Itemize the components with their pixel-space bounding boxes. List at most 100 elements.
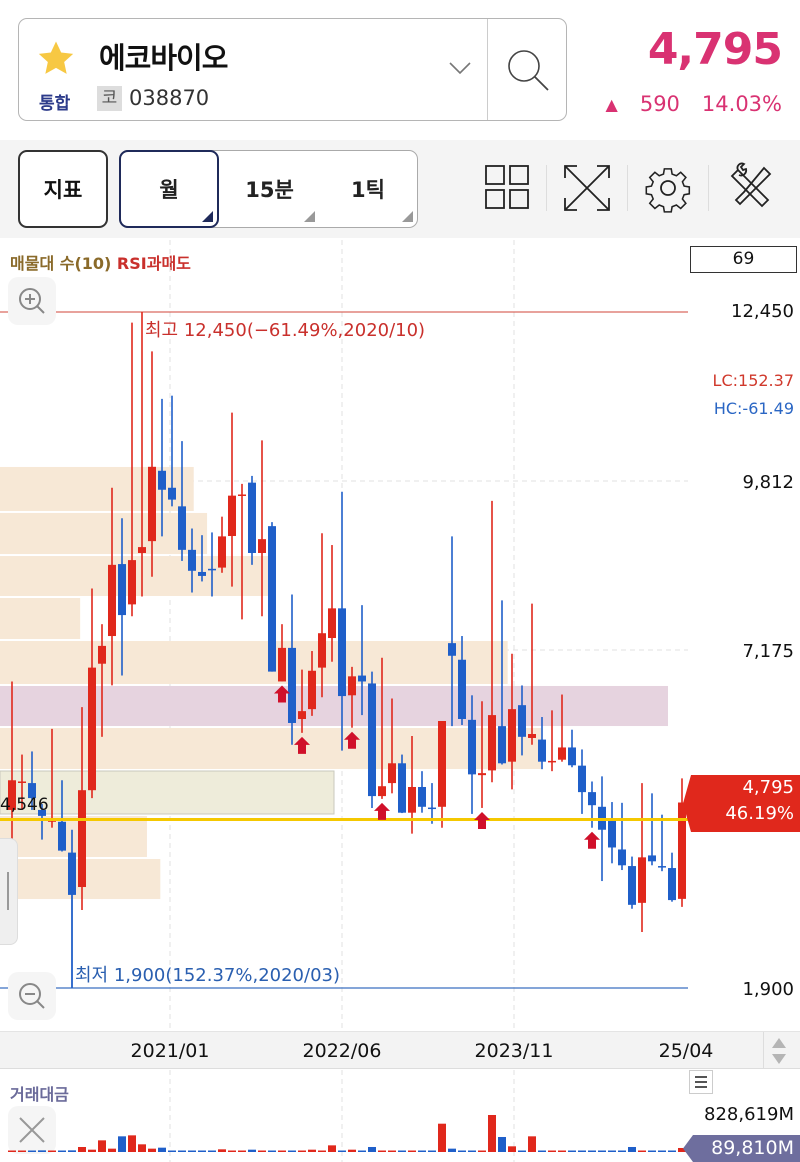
volume-max-label: 828,619M: [704, 1104, 794, 1125]
volume-bar: [558, 1150, 566, 1152]
candle-body: [38, 809, 46, 816]
candle-body: [608, 821, 616, 848]
volume-bar: [568, 1150, 576, 1152]
volume-bar: [178, 1150, 186, 1152]
x-tick-label: 2023/11: [474, 1040, 554, 1062]
close-icon: [19, 1117, 45, 1143]
volume-profile-bar: [0, 685, 668, 727]
zoom-in-icon: [19, 288, 45, 314]
legend-rsi-oversold[interactable]: RSI과매도: [116, 254, 191, 273]
current-price-percent: 46.19%: [725, 803, 794, 824]
candle-body: [618, 849, 626, 866]
volume-bar: [108, 1148, 116, 1152]
corner-indicator: [304, 211, 315, 222]
fullscreen-icon[interactable]: [561, 162, 613, 214]
pane-menu-button[interactable]: [689, 1070, 713, 1094]
hc-label: HC:-61.49: [713, 399, 794, 418]
price-change: ▲ 590 14.03%: [606, 92, 782, 116]
candle-body: [188, 549, 196, 571]
y-tick-label: 9,812: [742, 472, 794, 493]
volume-chart: [8, 1070, 686, 1162]
rsi-oversold-arrow: [294, 736, 310, 754]
volume-bar: [638, 1150, 646, 1152]
zoom-out-icon: [19, 983, 45, 1009]
candle-body: [568, 747, 576, 766]
tools-icon[interactable]: [724, 162, 776, 214]
volume-bar: [238, 1150, 246, 1152]
change-amount: 590: [639, 92, 680, 116]
search-icon[interactable]: [505, 47, 553, 95]
candle-body: [238, 494, 246, 496]
candle-body: [528, 734, 536, 738]
candle-body: [628, 866, 636, 905]
resize-arrows-icon[interactable]: [770, 1036, 788, 1066]
volume-bar: [488, 1115, 496, 1152]
candle-body: [18, 781, 26, 783]
current-price: 4,795: [647, 24, 783, 75]
candle-body: [358, 675, 366, 682]
volume-bar: [428, 1150, 436, 1152]
chart-legend[interactable]: 매물대 수(10) RSI과매도: [10, 250, 191, 274]
volume-bar: [118, 1136, 126, 1152]
volume-bar: [58, 1150, 66, 1152]
stock-search-box[interactable]: 에코바이오 통합 코 038870: [18, 18, 567, 121]
candle-body: [338, 608, 346, 697]
volume-bar: [518, 1150, 526, 1152]
period-label: 1틱: [351, 177, 385, 202]
candle-body: [348, 676, 356, 696]
candle-body: [148, 466, 156, 542]
chart-toolbar: 지표 월 15분 1틱: [0, 140, 800, 238]
legend-volume-profile[interactable]: 매물대 수(10): [10, 254, 112, 273]
volume-bar: [348, 1149, 356, 1152]
volume-bar: [148, 1148, 156, 1152]
volume-bar: [248, 1149, 256, 1152]
candle-body: [178, 506, 186, 550]
indicator-button[interactable]: 지표: [18, 150, 108, 228]
candle-body: [498, 726, 506, 764]
volume-bar: [658, 1150, 666, 1152]
zoom-out-button[interactable]: [8, 972, 56, 1020]
period-1tick[interactable]: 1틱: [319, 151, 417, 226]
volume-bar: [258, 1150, 266, 1152]
candle-body: [468, 719, 476, 775]
zoom-in-button[interactable]: [8, 277, 56, 325]
candle-body: [328, 608, 336, 639]
rsi-value-box: 69: [690, 246, 797, 273]
price-chart[interactable]: [0, 240, 688, 1030]
period-month[interactable]: 월: [119, 150, 219, 228]
candle-body: [278, 647, 286, 682]
menu-icon: [695, 1076, 707, 1088]
candle-body: [168, 487, 176, 500]
candle-body: [578, 765, 586, 793]
candle-body: [28, 783, 36, 799]
volume-bar: [628, 1146, 636, 1152]
lc-label: LC:152.37: [712, 371, 794, 390]
volume-bar: [268, 1150, 276, 1152]
volume-bar: [208, 1150, 216, 1152]
volume-bar: [98, 1140, 106, 1152]
volume-bar: [508, 1146, 516, 1152]
candle-body: [668, 868, 676, 901]
rsi-oversold-arrow: [374, 802, 390, 820]
candle-body: [508, 709, 516, 762]
volume-bar: [8, 1150, 16, 1152]
volume-bar: [468, 1150, 476, 1152]
volume-bar: [548, 1150, 556, 1152]
scroll-handle[interactable]: [0, 838, 18, 945]
volume-bar: [218, 1149, 226, 1152]
star-icon[interactable]: [35, 39, 77, 79]
volume-bar: [158, 1147, 166, 1152]
layout-grid-icon[interactable]: [482, 162, 534, 214]
close-pane-button[interactable]: [8, 1106, 56, 1154]
separator: [546, 165, 547, 211]
volume-bar: [318, 1150, 326, 1152]
gear-icon[interactable]: [642, 162, 694, 214]
profile-line-label: 4,546: [0, 795, 49, 815]
volume-bar: [228, 1150, 236, 1152]
chevron-down-icon[interactable]: [449, 61, 471, 75]
candle-body: [398, 763, 406, 813]
candle-body: [138, 547, 146, 553]
period-15min[interactable]: 15분: [220, 151, 319, 226]
volume-bar: [538, 1150, 546, 1152]
candle-body: [678, 802, 686, 899]
